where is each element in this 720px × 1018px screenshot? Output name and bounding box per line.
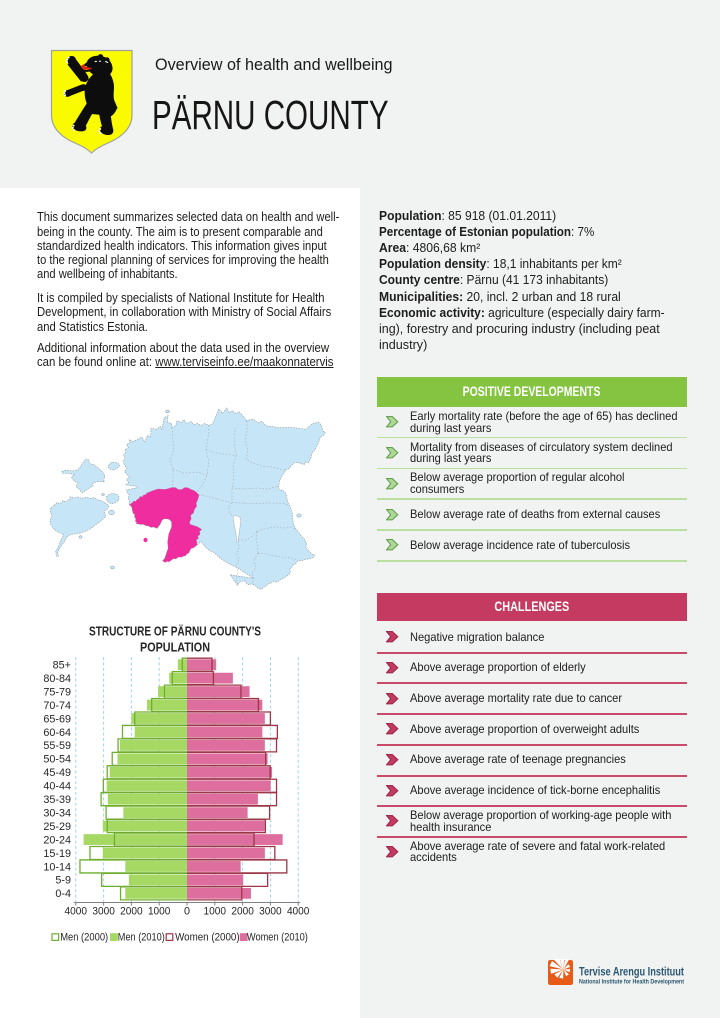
svg-text:3000: 3000 xyxy=(92,905,115,917)
svg-text:40-44: 40-44 xyxy=(43,781,71,793)
svg-text:5-9: 5-9 xyxy=(55,875,71,887)
svg-text:Men (2010): Men (2010) xyxy=(118,932,165,944)
svg-text:45-49: 45-49 xyxy=(43,767,71,779)
svg-text:55-59: 55-59 xyxy=(43,740,71,752)
svg-text:15-19: 15-19 xyxy=(43,848,71,860)
svg-text:2000: 2000 xyxy=(120,905,142,917)
svg-text:30-34: 30-34 xyxy=(43,808,71,820)
svg-text:35-39: 35-39 xyxy=(43,794,71,806)
svg-text:Men (2000): Men (2000) xyxy=(60,932,108,944)
svg-text:1000: 1000 xyxy=(148,905,171,917)
svg-text:85+: 85+ xyxy=(53,660,71,672)
svg-text:60-64: 60-64 xyxy=(43,727,71,739)
svg-text:Women (2000): Women (2000) xyxy=(175,932,240,944)
svg-text:4000: 4000 xyxy=(65,905,88,917)
svg-text:Tervise Arengu Instituut: Tervise Arengu Instituut xyxy=(579,967,684,979)
svg-text:STRUCTURE OF PÄRNU COUNTY'S: STRUCTURE OF PÄRNU COUNTY'S xyxy=(89,624,261,639)
svg-text:0: 0 xyxy=(184,905,190,917)
svg-text:3000: 3000 xyxy=(259,905,282,917)
svg-text:National Institute for Health: National Institute for Health Developmen… xyxy=(579,979,684,986)
svg-text:2000: 2000 xyxy=(231,905,254,917)
svg-text:10-14: 10-14 xyxy=(43,861,71,873)
svg-text:75-79: 75-79 xyxy=(43,686,71,698)
svg-text:POPULATION: POPULATION xyxy=(140,641,210,655)
svg-text:1000: 1000 xyxy=(204,905,227,917)
svg-text:65-69: 65-69 xyxy=(43,713,71,725)
svg-text:4000: 4000 xyxy=(287,905,310,917)
svg-text:80-84: 80-84 xyxy=(43,673,71,685)
svg-text:Women (2010): Women (2010) xyxy=(247,932,308,944)
svg-text:70-74: 70-74 xyxy=(43,700,71,712)
svg-text:25-29: 25-29 xyxy=(43,821,71,833)
svg-text:20-24: 20-24 xyxy=(43,834,71,846)
svg-text:50-54: 50-54 xyxy=(43,754,71,766)
svg-text:0-4: 0-4 xyxy=(55,888,71,900)
